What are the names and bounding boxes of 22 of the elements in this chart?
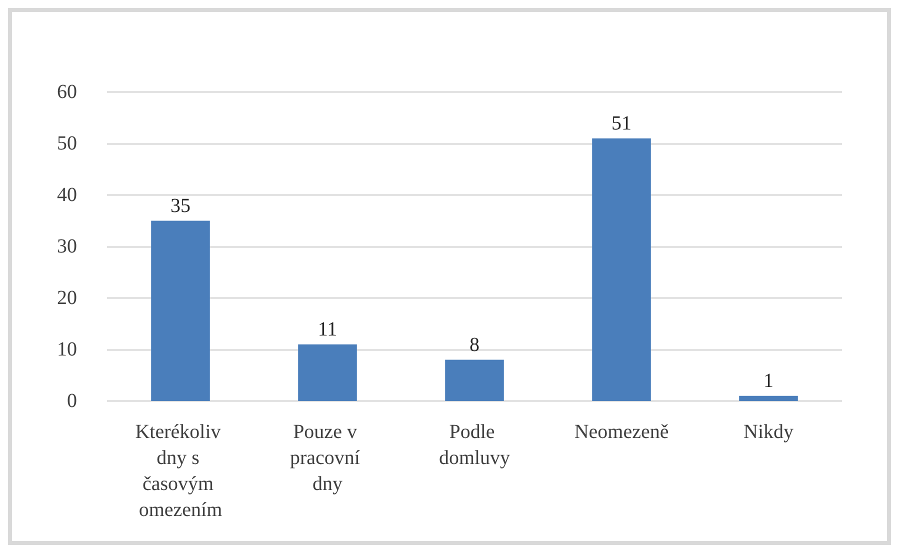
data-label: 1: [764, 370, 774, 392]
y-tick-label: 10: [57, 338, 77, 360]
data-label: 11: [318, 318, 338, 340]
y-tick-label: 60: [57, 81, 77, 103]
x-tick-label: Nikdy: [744, 421, 794, 443]
bar: [445, 360, 504, 401]
bar: [592, 138, 651, 401]
bar: [739, 396, 798, 401]
x-tick-label: Podle domluvy: [438, 421, 510, 469]
data-label: 8: [470, 334, 480, 356]
y-tick-label: 30: [57, 236, 77, 258]
data-label: 51: [612, 112, 632, 134]
y-tick-label: 40: [57, 184, 77, 206]
y-tick-label: 0: [67, 390, 77, 412]
x-tick-label: Pouze v pracovní dny: [290, 421, 365, 495]
y-tick-label: 20: [57, 287, 77, 309]
y-tick-label: 50: [57, 132, 77, 154]
x-tick-label: Kterékoliv dny s časovým omezením: [135, 421, 226, 521]
bar: [151, 220, 210, 401]
data-label: 35: [170, 194, 190, 217]
x-tick-label: Neomezeně: [574, 421, 669, 443]
bar: [298, 344, 357, 401]
